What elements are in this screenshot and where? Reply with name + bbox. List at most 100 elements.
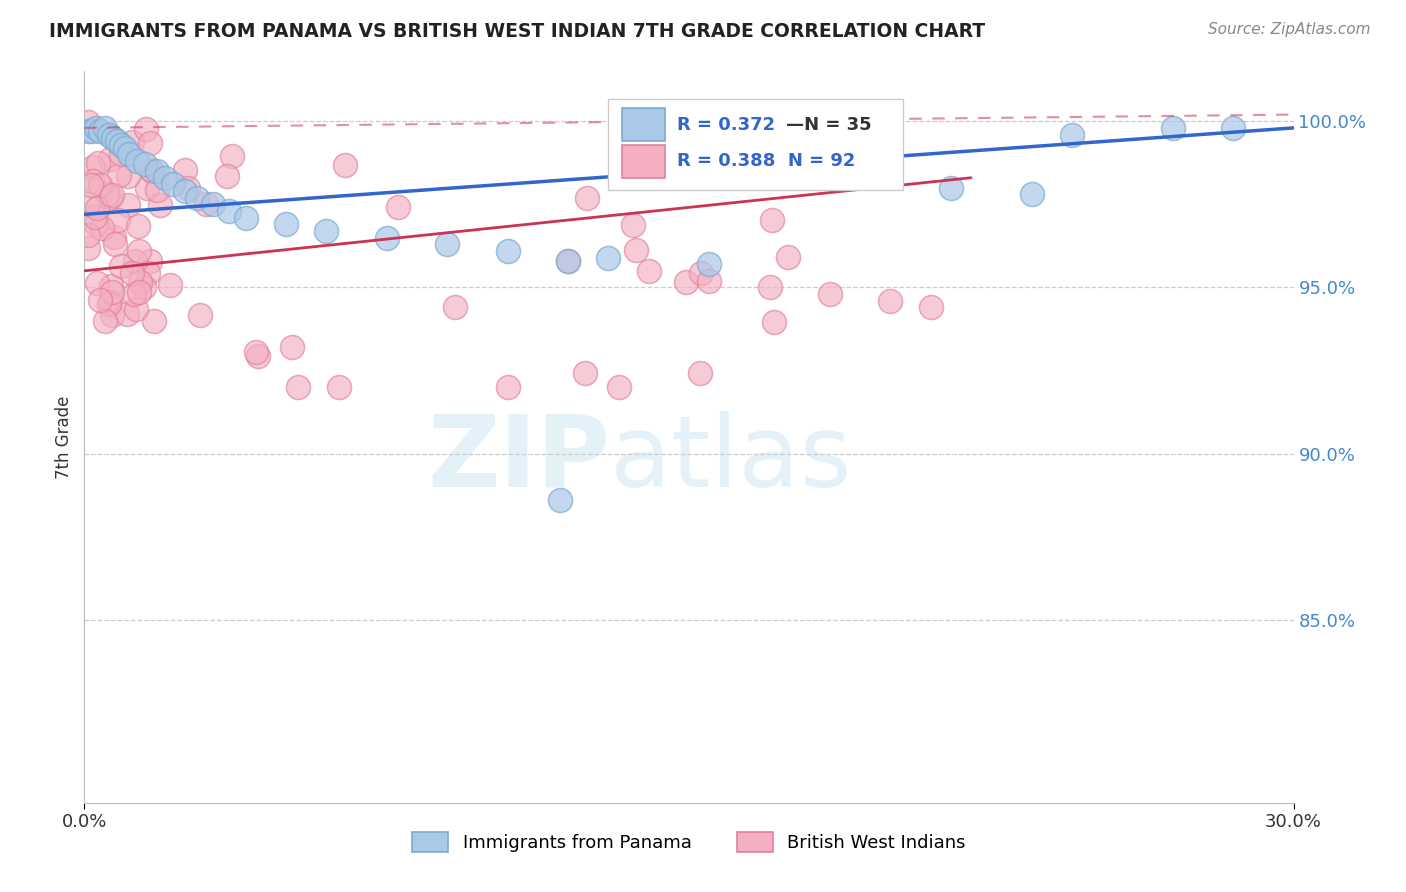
Point bbox=[138, 136, 160, 150]
Point bbox=[77, 227, 100, 242]
Point bbox=[96, 187, 118, 202]
Point bbox=[697, 257, 720, 271]
Point bbox=[609, 380, 631, 394]
Point bbox=[186, 191, 208, 205]
Point bbox=[675, 276, 697, 290]
Text: ZIP: ZIP bbox=[427, 410, 610, 508]
Point bbox=[98, 295, 121, 310]
Point bbox=[575, 191, 598, 205]
Point bbox=[101, 131, 124, 145]
Point bbox=[235, 211, 257, 225]
Point bbox=[221, 148, 243, 162]
Text: Source: ZipAtlas.com: Source: ZipAtlas.com bbox=[1208, 22, 1371, 37]
Point bbox=[110, 137, 132, 152]
Point bbox=[110, 147, 132, 161]
FancyBboxPatch shape bbox=[623, 108, 665, 141]
Point bbox=[176, 181, 198, 195]
Text: R = 0.372: R = 0.372 bbox=[676, 116, 775, 134]
Point bbox=[98, 297, 121, 311]
Point bbox=[134, 280, 156, 294]
Point bbox=[114, 141, 136, 155]
Point bbox=[86, 120, 108, 135]
Point bbox=[101, 188, 124, 202]
Point bbox=[103, 229, 125, 244]
Point bbox=[98, 190, 121, 204]
Point bbox=[127, 219, 149, 233]
Point bbox=[121, 136, 143, 150]
Point bbox=[89, 178, 111, 193]
Point bbox=[77, 115, 100, 129]
Point bbox=[77, 196, 100, 211]
Point bbox=[90, 220, 112, 235]
FancyBboxPatch shape bbox=[607, 99, 903, 190]
Point bbox=[82, 124, 104, 138]
Point bbox=[174, 162, 197, 177]
Point bbox=[548, 493, 571, 508]
Point bbox=[97, 128, 120, 142]
Point bbox=[188, 308, 211, 322]
Point bbox=[621, 219, 644, 233]
Point bbox=[1021, 187, 1043, 202]
Point bbox=[82, 160, 104, 174]
Point bbox=[153, 170, 176, 185]
Point bbox=[689, 366, 711, 380]
Point bbox=[80, 178, 103, 193]
Point bbox=[136, 266, 159, 280]
Point bbox=[93, 120, 115, 135]
Point bbox=[444, 300, 467, 314]
Point bbox=[101, 285, 124, 299]
Point bbox=[100, 152, 122, 166]
Point bbox=[128, 285, 150, 300]
Point bbox=[496, 380, 519, 394]
Point bbox=[110, 259, 132, 273]
Point bbox=[557, 253, 579, 268]
Text: —N = 35: —N = 35 bbox=[786, 116, 872, 134]
Point bbox=[217, 169, 239, 183]
Point bbox=[335, 158, 357, 172]
Point bbox=[218, 204, 240, 219]
Point bbox=[104, 236, 127, 251]
Point bbox=[117, 197, 139, 211]
Point bbox=[124, 253, 146, 268]
Point bbox=[107, 168, 129, 182]
Point bbox=[117, 169, 139, 184]
Point bbox=[287, 380, 309, 394]
Point bbox=[86, 277, 108, 291]
FancyBboxPatch shape bbox=[623, 145, 665, 178]
Point bbox=[162, 178, 184, 192]
Point bbox=[94, 314, 117, 328]
Point bbox=[149, 198, 172, 212]
Point bbox=[1161, 120, 1184, 135]
Legend: Immigrants from Panama, British West Indians: Immigrants from Panama, British West Ind… bbox=[405, 824, 973, 860]
Point bbox=[87, 156, 110, 170]
Point bbox=[245, 344, 267, 359]
Point bbox=[1222, 120, 1244, 135]
Point bbox=[142, 314, 165, 328]
Point bbox=[121, 266, 143, 280]
Point bbox=[761, 213, 783, 227]
Point bbox=[1060, 128, 1083, 142]
Point bbox=[375, 230, 398, 244]
Point bbox=[762, 315, 785, 329]
Point bbox=[77, 241, 100, 255]
Point bbox=[135, 121, 157, 136]
Point bbox=[496, 244, 519, 258]
Point bbox=[436, 237, 458, 252]
Point bbox=[879, 293, 901, 308]
Y-axis label: 7th Grade: 7th Grade bbox=[55, 395, 73, 479]
Point bbox=[159, 277, 181, 292]
Point bbox=[128, 244, 150, 258]
Point bbox=[100, 279, 122, 293]
Point bbox=[654, 147, 676, 161]
Point bbox=[134, 157, 156, 171]
Point bbox=[776, 251, 799, 265]
Point bbox=[818, 287, 841, 301]
Point bbox=[89, 293, 111, 307]
Point bbox=[141, 163, 163, 178]
Point bbox=[626, 147, 648, 161]
Point bbox=[125, 301, 148, 316]
Point bbox=[202, 197, 225, 211]
Point bbox=[194, 197, 217, 211]
Point bbox=[638, 147, 661, 161]
Point bbox=[766, 147, 789, 161]
